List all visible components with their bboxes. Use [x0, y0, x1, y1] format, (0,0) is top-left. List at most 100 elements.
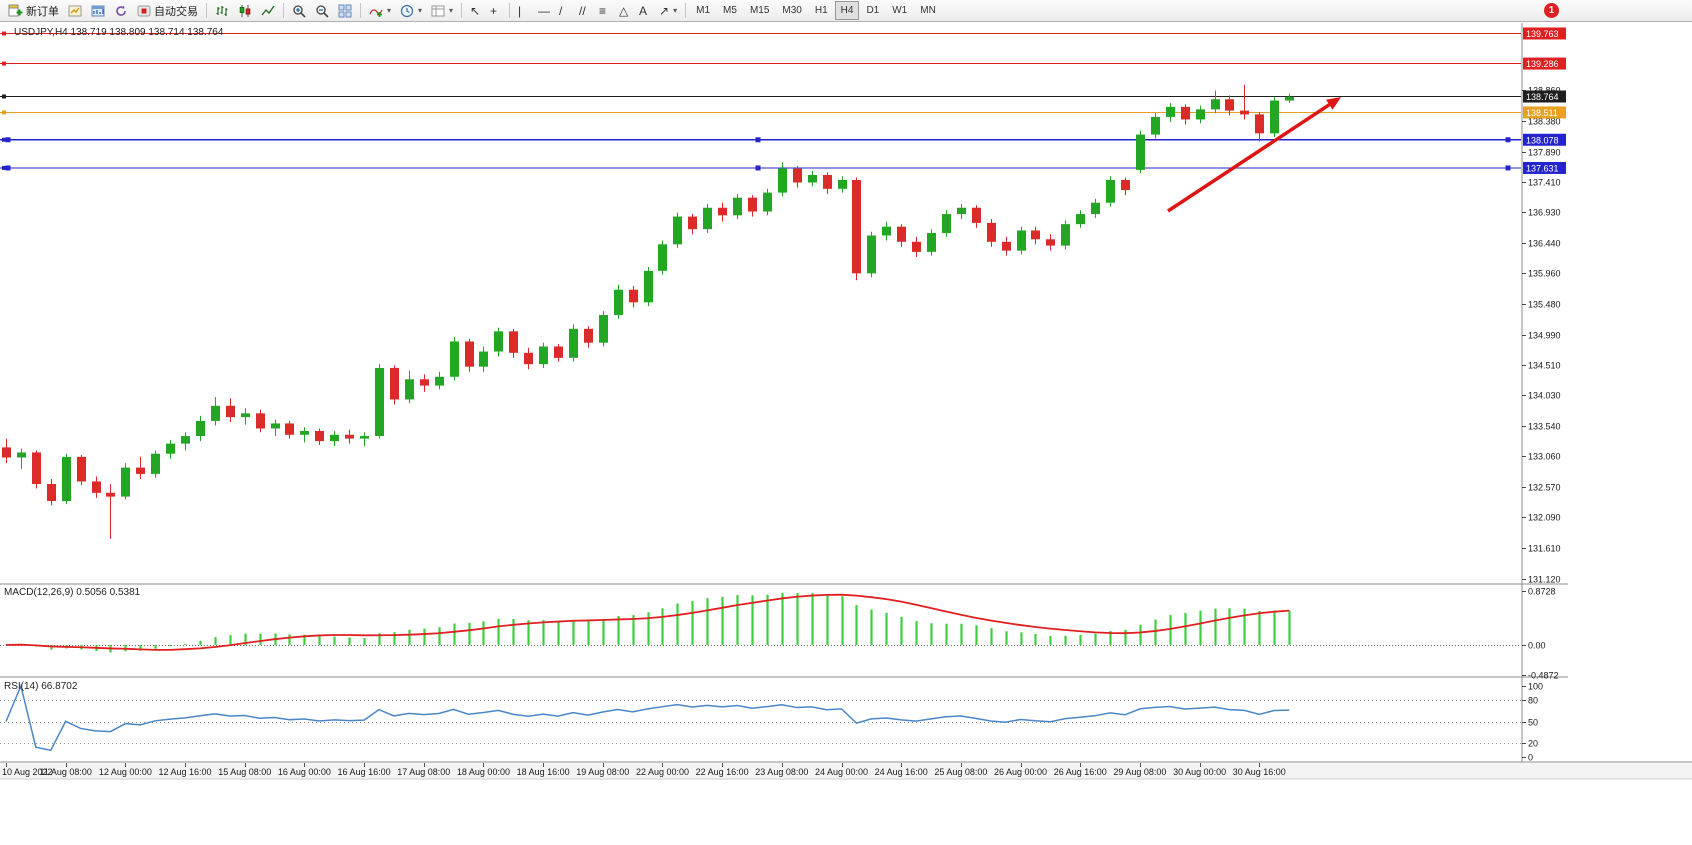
- notification-badge[interactable]: 1: [1544, 3, 1559, 18]
- timeframe-h4-button[interactable]: H4: [834, 1, 860, 20]
- candle-body: [121, 467, 130, 497]
- level-edge-marker[interactable]: [2, 165, 6, 170]
- time-axis-label: 11 Aug 08:00: [39, 767, 91, 777]
- price-level-lines[interactable]: [0, 31, 1521, 171]
- time-axis-label: 30 Aug 00:00: [1173, 767, 1226, 777]
- macd-axis[interactable]: 0.8728 0.00 -0.4872: [1522, 587, 1559, 681]
- candle-body: [912, 241, 921, 252]
- level-handle[interactable]: [5, 165, 11, 171]
- candle-body: [927, 232, 936, 252]
- candlesticks: [2, 84, 1294, 539]
- chart-window-button[interactable]: [87, 1, 109, 20]
- candle-body: [1061, 224, 1070, 246]
- price-level-support-1[interactable]: [0, 137, 1521, 143]
- level-edge-marker[interactable]: [2, 137, 6, 142]
- timeframe-h1-button[interactable]: H1: [809, 1, 834, 20]
- price-level-badge-text: 137.631: [1526, 163, 1559, 173]
- time-axis-label: 18 Aug 00:00: [457, 767, 510, 777]
- price-level-level-orange[interactable]: [0, 110, 1521, 115]
- candle-body: [1211, 99, 1220, 110]
- refresh-button[interactable]: [110, 1, 132, 20]
- chevron-down-icon: ▾: [418, 6, 423, 15]
- price-axis-label: 133.060: [1528, 452, 1561, 462]
- indicators-button[interactable]: ▾: [365, 1, 395, 20]
- price-level-current-price[interactable]: [0, 94, 1521, 99]
- price-level-badges: 139.763 139.286 138.764 138.511 138.078 137.6…: [1523, 27, 1566, 174]
- candle-body: [1151, 116, 1160, 135]
- level-handle[interactable]: [755, 137, 761, 143]
- price-level-badge-text: 138.511: [1526, 108, 1558, 118]
- level-edge-marker[interactable]: [2, 110, 6, 115]
- trendline-icon: /: [559, 3, 563, 18]
- chevron-down-icon: ▾: [673, 6, 678, 15]
- chevron-down-icon: ▾: [387, 6, 392, 15]
- price-level-resistance-2[interactable]: [0, 61, 1521, 66]
- timeframe-m15-button[interactable]: M15: [744, 1, 775, 20]
- candle-body: [181, 436, 190, 444]
- channel-button[interactable]: //: [575, 1, 594, 20]
- timeframe-m5-button[interactable]: M5: [717, 1, 743, 20]
- price-axis-label: 137.890: [1528, 148, 1561, 158]
- toolbar-separator: [509, 3, 511, 18]
- level-handle[interactable]: [5, 137, 11, 143]
- trend-arrow[interactable]: [1167, 97, 1341, 213]
- horizontal-line-icon: —: [538, 3, 551, 18]
- time-axis-label: 12 Aug 00:00: [99, 767, 152, 777]
- candlestick-button[interactable]: [234, 1, 256, 20]
- price-axis[interactable]: 138.860138.380137.890137.410136.930136.4…: [1522, 86, 1561, 585]
- bar-chart-button[interactable]: [211, 1, 233, 20]
- time-axis-label: 12 Aug 16:00: [159, 767, 212, 777]
- timeframe-mn-button[interactable]: MN: [914, 1, 942, 20]
- timeframe-d1-button[interactable]: D1: [860, 1, 885, 20]
- level-handle[interactable]: [755, 165, 761, 171]
- timeframe-w1-button[interactable]: W1: [886, 1, 913, 20]
- auto-trading-button[interactable]: 自动交易: [133, 1, 202, 20]
- text-tool-icon: A: [639, 3, 648, 18]
- candle-body: [614, 289, 623, 315]
- text-tool-button[interactable]: A: [635, 1, 654, 20]
- vertical-line-button[interactable]: |: [514, 1, 533, 20]
- rsi-axis-label: 20: [1528, 739, 1538, 749]
- tile-windows-button[interactable]: [334, 1, 356, 20]
- timeframe-m1-button[interactable]: M1: [690, 1, 716, 20]
- templates-button[interactable]: ▾: [427, 1, 457, 20]
- horizontal-line-button[interactable]: —: [534, 1, 554, 20]
- level-edge-marker[interactable]: [2, 31, 6, 36]
- candle-body: [942, 214, 951, 233]
- macd-axis-label: 0.00: [1528, 641, 1546, 651]
- new-order-button[interactable]: 新订单: [4, 1, 63, 20]
- toolbar-separator: [360, 3, 361, 18]
- trendline-button[interactable]: /: [555, 1, 574, 20]
- level-handle[interactable]: [1505, 165, 1511, 171]
- time-axis-label: 29 Aug 08:00: [1113, 767, 1166, 777]
- price-level-resistance-1[interactable]: [0, 31, 1521, 36]
- level-edge-marker[interactable]: [2, 94, 6, 99]
- new-order-label: 新订单: [26, 5, 59, 18]
- chart-title: USDJPY,H4 138.719 138.809 138.714 138.76…: [14, 27, 224, 38]
- new-order-icon: [8, 3, 23, 18]
- line-chart-button[interactable]: [257, 1, 279, 20]
- shapes-button[interactable]: △: [615, 1, 634, 20]
- candle-body: [1017, 230, 1026, 251]
- zoom-out-button[interactable]: [311, 1, 333, 20]
- cursor-button[interactable]: ↖: [466, 1, 485, 20]
- fibonacci-button[interactable]: ≡: [595, 1, 614, 20]
- candle-body: [226, 405, 235, 418]
- time-axis-label: 26 Aug 00:00: [994, 767, 1047, 777]
- market-watch-button[interactable]: [64, 1, 86, 20]
- timeframe-m30-button[interactable]: M30: [776, 1, 807, 20]
- periods-button[interactable]: ▾: [396, 1, 426, 20]
- candle-body: [1106, 179, 1115, 203]
- zoom-in-button[interactable]: [288, 1, 310, 20]
- price-level-support-2[interactable]: [0, 165, 1521, 171]
- shapes-icon: △: [619, 3, 629, 18]
- crosshair-button[interactable]: +: [486, 1, 505, 20]
- price-level-badge-text: 138.764: [1526, 92, 1559, 102]
- level-edge-marker[interactable]: [2, 61, 6, 66]
- arrow-tools-button[interactable]: ↗ ▾: [655, 1, 681, 20]
- candle-body: [494, 331, 503, 352]
- rsi-axis[interactable]: 100 80 50 20 0: [1522, 682, 1543, 763]
- level-handle[interactable]: [1505, 137, 1511, 143]
